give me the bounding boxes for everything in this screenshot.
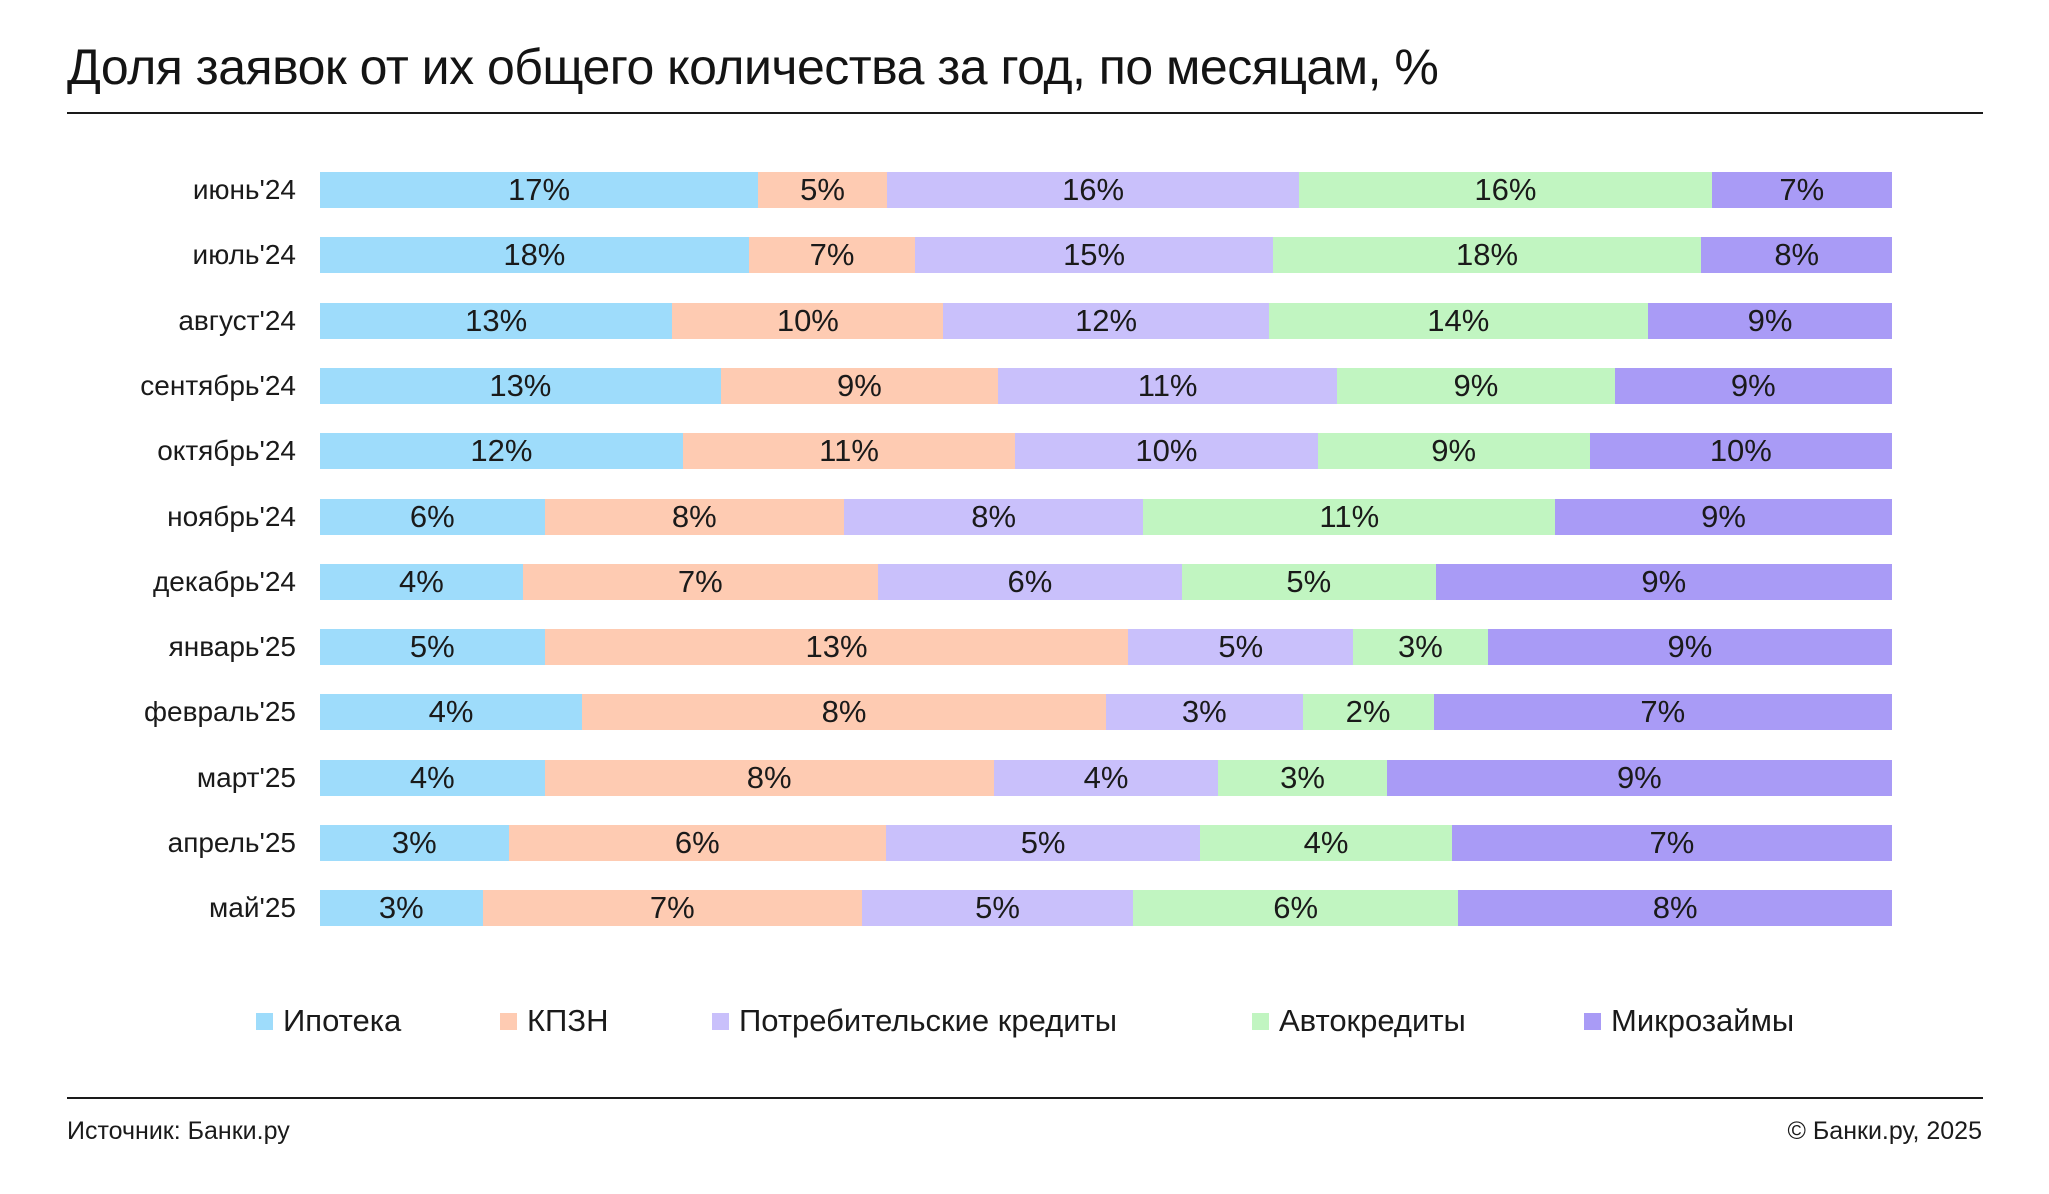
bar-segment: 13%	[544, 629, 1129, 666]
bar-segment: 9%	[1337, 367, 1615, 404]
bar-segment: 6%	[508, 825, 886, 861]
category-label: январь'25	[168, 631, 296, 663]
category-label: июнь'24	[192, 174, 296, 205]
bar-segment: 3%	[320, 890, 483, 927]
bar-segment: 11%	[682, 433, 1016, 470]
copyright-note: © Банки.ру, 2025	[1787, 1117, 1982, 1145]
bar-segment: 9%	[720, 367, 999, 404]
legend-swatch	[256, 1012, 273, 1030]
legend-label: Микрозаймы	[1611, 1003, 1795, 1038]
bar-segment: 3%	[1353, 629, 1488, 666]
bar-segment: 13%	[320, 302, 673, 339]
bar-segment: 7%	[1711, 172, 1892, 208]
title-divider	[67, 112, 1983, 114]
bar-segment: 11%	[1143, 498, 1556, 535]
bar-segment: 10%	[672, 302, 944, 339]
bar-segment: 13%	[320, 367, 721, 404]
category-label: ноябрь'24	[167, 500, 296, 532]
bar-segment: 11%	[998, 367, 1338, 404]
bar-segment: 12%	[943, 302, 1269, 339]
legend-entry: Микрозаймы	[1584, 1003, 1794, 1039]
bar-segment: 7%	[482, 890, 863, 927]
legend-entry: Потребительские кредиты	[712, 1003, 1117, 1039]
bar-segment: 5%	[885, 825, 1201, 861]
bar-segment: 3%	[1218, 759, 1387, 796]
bar-segment: 8%	[1458, 890, 1892, 927]
bar-segment: 9%	[1648, 302, 1892, 339]
category-label: июль'24	[192, 239, 296, 271]
legend-swatch	[1252, 1012, 1269, 1030]
bar-segment: 10%	[1589, 433, 1892, 470]
legend-label: Автокредиты	[1279, 1003, 1466, 1038]
legend-label: Потребительские кредиты	[739, 1003, 1118, 1038]
category-label: февраль'25	[143, 696, 296, 728]
bar-segment: 18%	[1272, 237, 1702, 274]
chart-title: Доля заявок от их общего количества за г…	[67, 39, 1439, 95]
bar-segment: 4%	[993, 759, 1219, 796]
bar-segment: 16%	[886, 172, 1300, 208]
bar-segment: 5%	[758, 172, 887, 208]
bar-segment: 15%	[915, 237, 1273, 274]
bar-segment: 8%	[844, 498, 1144, 535]
bar-segment: 5%	[1182, 563, 1436, 600]
category-label: август'24	[178, 304, 296, 336]
category-label: октябрь'24	[157, 435, 296, 467]
bar-segment: 9%	[1435, 563, 1892, 600]
bar-segment: 8%	[544, 498, 844, 535]
bar-segment: 9%	[1555, 498, 1892, 535]
bar-segment: 7%	[1451, 825, 1892, 861]
bar-segment: 8%	[582, 694, 1106, 731]
legend-label: Ипотека	[283, 1003, 402, 1038]
legend-entry: Автокредиты	[1252, 1003, 1466, 1039]
bar-segment: 7%	[1433, 694, 1892, 731]
bar-segment: 12%	[320, 433, 683, 470]
bar-segment: 3%	[1106, 694, 1303, 731]
category-label: декабрь'24	[152, 565, 296, 597]
source-note: Источник: Банки.ру	[67, 1117, 290, 1145]
bar-segment: 5%	[1128, 629, 1354, 666]
bar-segment: 8%	[544, 759, 994, 796]
bar-segment: 17%	[320, 172, 759, 208]
bar-segment: 9%	[1487, 629, 1892, 666]
bar-segment: 6%	[320, 498, 545, 535]
bar-segment: 18%	[320, 237, 749, 274]
legend-entry: Ипотека	[256, 1003, 401, 1039]
bar-segment: 6%	[877, 563, 1183, 600]
bar-segment: 9%	[1614, 367, 1892, 404]
category-label: май'25	[209, 892, 296, 924]
legend-swatch	[1584, 1012, 1601, 1030]
legend-swatch	[500, 1012, 517, 1030]
bar-segment: 10%	[1015, 433, 1318, 470]
chart-legend: Ипотека КПЗН Потребительские кредиты Автокр…	[0, 1003, 2049, 1047]
bar-segment: 7%	[522, 563, 878, 600]
bar-segment: 8%	[1701, 237, 1892, 274]
category-label: апрель'25	[167, 827, 296, 858]
bar-segment: 4%	[320, 759, 545, 796]
bar-segment: 7%	[748, 237, 916, 274]
legend-entry: КПЗН	[500, 1003, 608, 1039]
bar-segment: 16%	[1299, 172, 1712, 208]
footer-divider	[67, 1097, 1983, 1099]
bar-segment: 2%	[1302, 694, 1434, 731]
bar-segment: 4%	[320, 694, 582, 731]
bar-segment: 4%	[320, 563, 523, 600]
bar-segment: 6%	[1133, 890, 1459, 927]
bar-segment: 5%	[862, 890, 1134, 927]
bar-segment: 4%	[1200, 825, 1452, 861]
legend-label: КПЗН	[527, 1003, 609, 1038]
bar-segment: 3%	[320, 825, 509, 861]
category-label: март'25	[196, 761, 296, 793]
category-label: сентябрь'24	[140, 369, 296, 401]
bar-segment: 14%	[1268, 302, 1649, 339]
legend-swatch	[712, 1012, 729, 1030]
bar-segment: 9%	[1317, 433, 1590, 470]
bar-segment: 5%	[320, 629, 545, 666]
bar-segment: 9%	[1386, 759, 1892, 796]
